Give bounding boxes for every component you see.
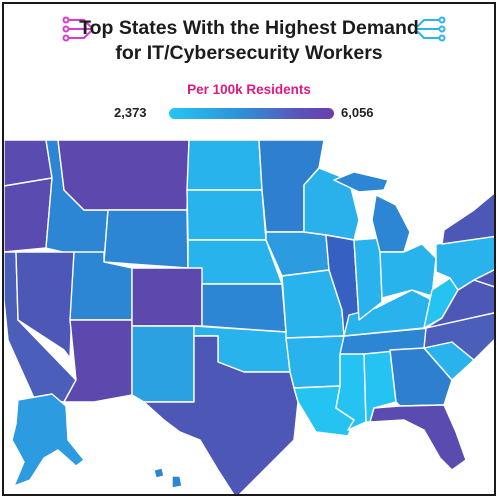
state-michigan <box>371 194 411 253</box>
infographic-frame: Top States With the Highest Demand for I… <box>2 2 496 496</box>
state-alaska <box>11 393 85 487</box>
title-line-1: Top States With the Highest Demand <box>79 17 419 39</box>
state-wyoming <box>103 209 189 269</box>
state-oregon <box>4 177 53 253</box>
state-arkansas <box>285 335 345 389</box>
state-maryland <box>473 269 494 288</box>
us-states-map <box>4 140 494 494</box>
state-colorado <box>131 267 203 327</box>
state-new-mexico <box>131 325 195 403</box>
state-indiana <box>353 237 383 321</box>
circuit-icon-left <box>62 16 91 42</box>
circuit-icon-right <box>417 16 446 42</box>
state-texas <box>143 335 299 494</box>
state-montana <box>57 140 190 211</box>
title-line-2: for IT/Cybersecurity Workers <box>115 42 383 64</box>
state-arizona <box>63 319 133 403</box>
state-nevada <box>15 251 75 359</box>
legend-label: Per 100k Residents <box>187 82 311 97</box>
state-florida <box>369 404 467 471</box>
state-south-dakota <box>186 189 267 241</box>
state-ohio <box>379 243 437 299</box>
legend-min-value: 2,373 <box>114 105 147 120</box>
state-hawaii-2 <box>171 475 183 489</box>
legend-max-value: 6,056 <box>341 105 374 120</box>
state-north-dakota <box>186 140 263 191</box>
state-michigan-up <box>333 171 389 193</box>
state-kansas <box>201 283 287 333</box>
state-new-york <box>441 192 494 245</box>
legend-gradient-bar <box>169 108 334 119</box>
state-hawaii <box>153 467 165 479</box>
